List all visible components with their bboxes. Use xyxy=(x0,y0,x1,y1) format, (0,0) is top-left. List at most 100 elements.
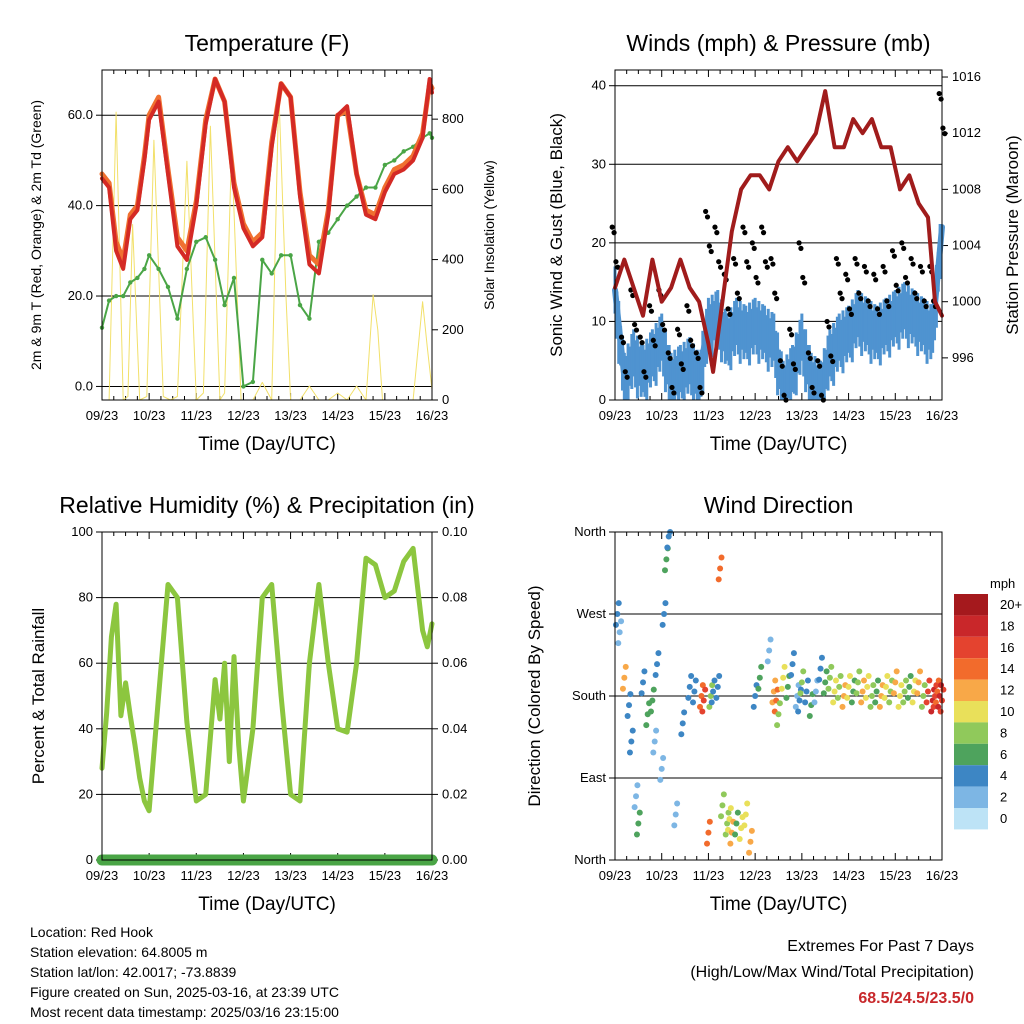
direction-point xyxy=(690,699,697,706)
direction-point xyxy=(864,683,871,690)
direction-point xyxy=(671,822,678,829)
direction-point xyxy=(892,679,899,686)
gust-point xyxy=(899,240,905,246)
gust-point xyxy=(846,306,853,312)
direction-point xyxy=(859,688,866,695)
gust-point xyxy=(798,245,804,251)
gust-point xyxy=(848,311,854,317)
direction-point xyxy=(816,676,823,683)
direction-point xyxy=(733,820,740,827)
gust-point xyxy=(891,253,897,259)
y-tick-label: 0 xyxy=(86,852,93,867)
gust-point xyxy=(669,384,675,391)
gust-point xyxy=(811,390,817,396)
direction-point xyxy=(937,708,944,715)
gust-point xyxy=(661,327,668,333)
y-axis-title: Direction (Colored By Speed) xyxy=(525,585,544,806)
y-tick-label: 40.0 xyxy=(68,198,93,213)
legend-swatch xyxy=(954,594,988,616)
direction-point xyxy=(707,693,714,699)
direction-point xyxy=(692,677,699,684)
most-recent-timestamp: Most recent data timestamp: 2025/03/16 2… xyxy=(30,1004,339,1020)
direction-point xyxy=(665,533,672,540)
y2-tick-label: 1008 xyxy=(952,181,981,196)
extremes-subtitle: (High/Low/Max Wind/Total Precipitation) xyxy=(690,964,974,981)
direction-point xyxy=(736,836,743,843)
direction-point xyxy=(804,677,811,684)
y-tick-label: 40 xyxy=(592,78,606,93)
direction-point xyxy=(803,688,810,695)
direction-point xyxy=(798,679,805,686)
gust-point xyxy=(861,263,868,270)
y-tick-label: 60 xyxy=(79,655,93,670)
direction-point xyxy=(755,685,762,692)
gust-point xyxy=(876,311,883,317)
plot-frame xyxy=(614,69,943,401)
direction-point xyxy=(715,576,722,583)
gust-point xyxy=(919,269,925,275)
gust-point xyxy=(740,224,746,230)
legend-swatch xyxy=(954,701,988,723)
y2-tick-label: 200 xyxy=(442,322,464,337)
gust-point xyxy=(824,318,830,325)
gust-point xyxy=(826,324,832,330)
extremes-title: Extremes For Past 7 Days xyxy=(787,938,974,955)
gust-point xyxy=(781,392,787,398)
x-axis-title: Time (Day/UTC) xyxy=(710,434,848,455)
gust-point xyxy=(727,311,733,317)
y-axis-title: Percent & Total Rainfall xyxy=(29,608,48,784)
direction-point xyxy=(926,677,933,684)
x-tick-label: 13/23 xyxy=(786,868,819,883)
plot-frame xyxy=(101,69,433,401)
direction-point xyxy=(704,840,711,847)
solar-insolation-line xyxy=(108,90,433,401)
gust-point xyxy=(942,131,948,137)
direction-point xyxy=(820,690,827,697)
station-location: Location: Red Hook xyxy=(30,924,153,940)
direction-point xyxy=(700,697,707,704)
x-tick-label: 11/23 xyxy=(693,868,725,883)
gust-point xyxy=(725,306,731,312)
station-latlon: Station lat/lon: 42.0017; -73.8839 xyxy=(30,964,237,980)
gust-point xyxy=(845,277,851,283)
direction-point xyxy=(655,650,662,657)
direction-point xyxy=(873,688,880,695)
direction-point xyxy=(615,640,622,647)
gust-point xyxy=(936,90,942,97)
gust-point xyxy=(904,280,911,286)
legend-label: 6 xyxy=(1000,747,1007,762)
gust-point xyxy=(620,340,627,346)
direction-point xyxy=(918,703,925,710)
x-tick-label: 16/23 xyxy=(416,868,449,883)
direction-point xyxy=(886,699,893,706)
gust-point xyxy=(895,288,901,294)
direction-point xyxy=(893,668,900,675)
x-tick-label: 09/23 xyxy=(599,408,632,423)
direction-point xyxy=(900,699,907,706)
y2-tick-label: 0.02 xyxy=(442,786,467,801)
gust-point xyxy=(908,255,914,262)
gust-point xyxy=(708,248,714,255)
gust-point xyxy=(680,366,686,372)
y-tick-label: East xyxy=(580,770,606,785)
direction-point xyxy=(790,650,797,657)
direction-point xyxy=(934,688,941,695)
direction-point xyxy=(938,682,945,689)
y2-axis-title: Station Pressure (Maroon) xyxy=(1003,135,1022,334)
legend-swatch xyxy=(954,765,988,787)
gust-point xyxy=(815,358,821,364)
legend-label: 14 xyxy=(1000,661,1014,676)
direction-point xyxy=(705,829,712,836)
direction-point xyxy=(917,668,924,675)
gust-point xyxy=(684,303,690,309)
gust-point xyxy=(917,263,924,270)
direction-point xyxy=(789,661,796,668)
legend-label: 10 xyxy=(1000,704,1014,719)
y-axis-title: 2m & 9m T (Red, Orange) & 2m Td (Green) xyxy=(28,100,44,370)
legend-swatch xyxy=(954,743,988,766)
gust-point xyxy=(886,303,892,310)
direction-point xyxy=(904,694,911,701)
y-tick-label: North xyxy=(574,524,606,539)
direction-point xyxy=(624,713,631,720)
gust-point xyxy=(688,337,694,343)
